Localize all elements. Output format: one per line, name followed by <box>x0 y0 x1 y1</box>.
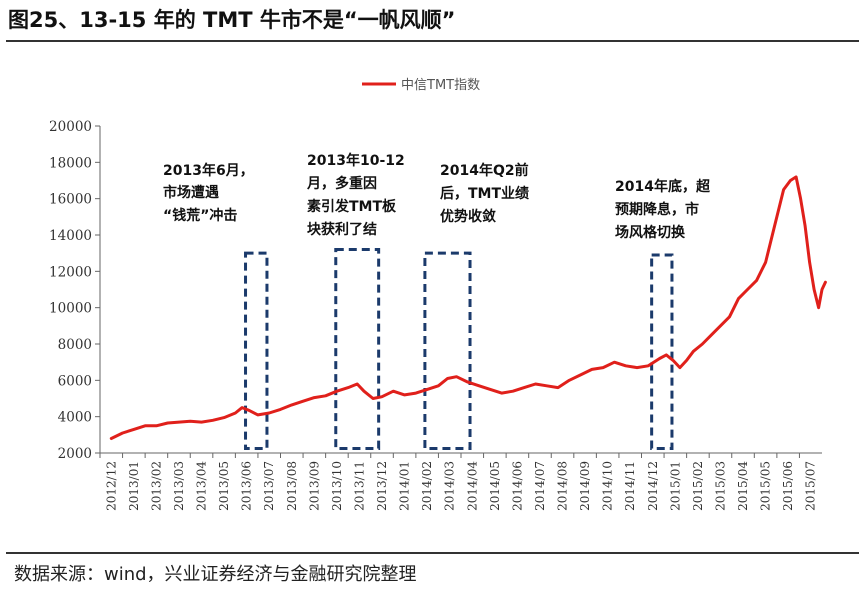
y-tick-label: 10000 <box>49 301 92 317</box>
highlight-boxes <box>244 248 674 450</box>
x-tick-label: 2014/11 <box>623 461 637 511</box>
series-layer <box>109 175 827 440</box>
x-tick-label: 2013/03 <box>172 461 186 511</box>
highlight-box <box>423 251 472 450</box>
x-tick-label: 2014/12 <box>646 461 660 511</box>
annotation-line: 2013年6月， <box>163 162 254 179</box>
title-rule <box>6 40 859 42</box>
x-tick-label: 2015/01 <box>668 461 682 511</box>
annotation-line: 2014年底，超 <box>615 178 711 195</box>
x-tick-label: 2014/05 <box>488 461 502 511</box>
annotation-line: 2014年Q2前 <box>440 162 529 179</box>
x-tick-label: 2013/04 <box>195 461 209 511</box>
source-note: 数据来源：wind，兴业证券经济与金融研究院整理 <box>14 564 417 585</box>
y-tick-label: 12000 <box>49 264 92 280</box>
y-tick-label: 16000 <box>49 192 92 208</box>
annotation-line: 市场遭遇 <box>163 184 219 201</box>
x-tick-label: 2015/07 <box>804 461 818 511</box>
x-tick-label: 2014/10 <box>601 461 615 511</box>
x-tick-label: 2013/06 <box>240 461 254 511</box>
x-tick-label: 2013/09 <box>307 461 321 511</box>
legend-label: 中信TMT指数 <box>401 78 480 93</box>
x-tick-label: 2015/05 <box>759 461 773 511</box>
highlight-box <box>650 253 674 450</box>
y-tick-label: 20000 <box>49 119 92 135</box>
y-tick-label: 2000 <box>58 446 92 462</box>
series-line <box>109 175 827 440</box>
annotation-line: 优势收敛 <box>440 208 496 225</box>
x-tick-label: 2013/01 <box>127 461 141 511</box>
x-tick-label: 2014/06 <box>510 461 524 511</box>
x-tick-label: 2014/08 <box>556 461 570 511</box>
annotation-line: 预期降息，市 <box>615 201 699 218</box>
x-tick-label: 2015/06 <box>781 461 795 511</box>
x-tick-label: 2013/08 <box>285 461 299 511</box>
x-tick-label: 2014/03 <box>443 461 457 511</box>
annotation-line: 月，多重因 <box>306 175 377 192</box>
x-tick-label: 2013/05 <box>217 461 231 511</box>
y-tick-label: 6000 <box>58 373 92 389</box>
highlight-box <box>244 251 269 450</box>
annotation-line: “钱荒”冲击 <box>163 207 237 224</box>
x-tick-label: 2015/04 <box>736 461 750 511</box>
legend: 中信TMT指数 <box>362 78 480 93</box>
y-tick-label: 4000 <box>58 410 92 426</box>
x-tick-label: 2015/03 <box>713 461 727 511</box>
y-tick-label: 14000 <box>49 228 92 244</box>
annotation-line: 场风格切换 <box>615 224 686 241</box>
annotations: 2013年6月， 市场遭遇 “钱荒”冲击 2013年10-12 月，多重因 素引… <box>163 152 711 241</box>
x-tick-label: 2014/02 <box>420 461 434 511</box>
annotation-line: 素引发TMT板 <box>307 198 397 215</box>
x-tick-label: 2012/12 <box>104 461 118 511</box>
x-tick-label: 2013/11 <box>352 461 366 511</box>
x-axis: 2012/12 2013/01 2013/02 2013/03 2013/04 2013/… <box>99 452 822 511</box>
x-tick-label: 2013/10 <box>330 461 344 511</box>
highlight-box <box>334 248 381 450</box>
x-tick-label: 2014/09 <box>578 461 592 511</box>
y-tick-label: 8000 <box>58 337 92 353</box>
x-tick-label: 2013/12 <box>375 461 389 511</box>
annotation-line: 后，TMT业绩 <box>440 185 529 202</box>
y-tick-label: 18000 <box>49 155 92 171</box>
figure-title: 图25、13-15 年的 TMT 牛市不是“一帆风顺” <box>8 8 456 32</box>
source-rule <box>6 552 859 554</box>
x-tick-label: 2014/04 <box>465 461 479 511</box>
annotation-line: 2013年10-12 <box>307 152 405 169</box>
x-tick-label: 2013/02 <box>149 461 163 511</box>
y-axis: 2000 4000 6000 8000 10000 12000 14000 16000 1800… <box>49 119 101 462</box>
x-tick-label: 2013/07 <box>262 461 276 511</box>
annotation-line: 块获利了结 <box>307 221 377 238</box>
x-tick-label: 2014/07 <box>533 461 547 511</box>
x-tick-label: 2015/02 <box>691 461 705 511</box>
x-tick-label: 2014/01 <box>398 461 412 511</box>
